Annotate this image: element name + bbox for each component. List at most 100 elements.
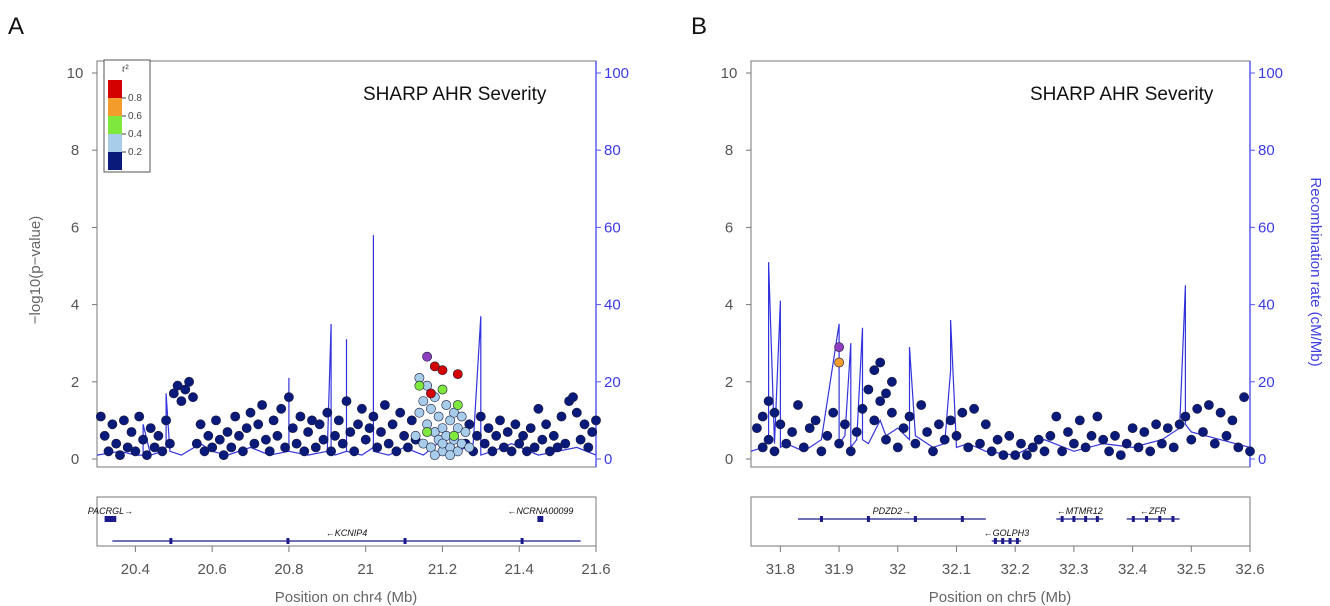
- legend-swatch-4: [108, 152, 122, 170]
- data-point: [575, 434, 586, 445]
- data-point: [928, 446, 938, 457]
- data-point: [226, 442, 237, 453]
- data-point: [498, 442, 509, 453]
- data-point: [425, 388, 436, 399]
- right-tick-label: 20: [604, 374, 621, 391]
- data-point: [141, 450, 152, 460]
- data-point: [322, 407, 333, 418]
- data-point: [869, 365, 880, 376]
- data-point: [1139, 427, 1150, 437]
- gene-exon: [107, 516, 111, 522]
- data-point: [241, 423, 252, 433]
- panel-a: A −log10(p−value) 0246810020406080100PAC…: [8, 13, 629, 606]
- data-point: [887, 407, 897, 418]
- data-point: [1215, 407, 1226, 418]
- data-point: [410, 430, 421, 441]
- data-point: [583, 442, 594, 453]
- data-point: [445, 415, 455, 426]
- data-point: [963, 442, 974, 453]
- x-tick-label: 32: [889, 561, 906, 578]
- data-point: [898, 423, 909, 433]
- data-point: [353, 419, 363, 430]
- data-point: [157, 446, 168, 457]
- y-tick-label: 10: [721, 65, 738, 82]
- data-point: [1022, 450, 1032, 460]
- data-point: [487, 446, 498, 457]
- data-point: [207, 442, 218, 453]
- panel-b: B 0246810020406080100PDZD2→←GOLPH3←MTMR1…: [691, 13, 1324, 606]
- panel-a-x-axis-label: Position on chr4 (Mb): [275, 589, 418, 606]
- data-point: [425, 403, 436, 414]
- data-point: [103, 446, 114, 457]
- data-point: [99, 430, 110, 441]
- data-point: [1004, 430, 1015, 441]
- data-point: [172, 380, 183, 391]
- data-point: [910, 438, 921, 449]
- legend-label-3: 0.2: [128, 147, 142, 158]
- data-point: [939, 434, 950, 445]
- gene-exon: [1171, 516, 1175, 522]
- data-point: [522, 446, 532, 457]
- data-point: [875, 396, 886, 406]
- data-point: [857, 403, 868, 414]
- data-point: [330, 430, 340, 441]
- data-point: [810, 415, 821, 426]
- right-tick-label: 80: [604, 142, 621, 159]
- plot-frame: [750, 60, 1251, 468]
- data-point: [130, 446, 141, 457]
- x-tick-label: 20.8: [274, 561, 303, 578]
- data-point: [1209, 438, 1220, 449]
- data-point: [1174, 419, 1185, 430]
- data-point: [280, 442, 290, 453]
- data-point: [840, 419, 850, 430]
- gene-exon: [1145, 516, 1149, 522]
- data-point: [134, 411, 145, 422]
- x-tick-label: 21.2: [428, 561, 457, 578]
- data-point: [1198, 427, 1208, 437]
- panel-a-title: SHARP AHR Severity: [363, 84, 547, 105]
- data-point: [514, 438, 525, 449]
- data-point: [475, 411, 486, 422]
- data-point: [164, 438, 175, 449]
- data-point: [399, 430, 409, 441]
- data-point: [1233, 442, 1244, 453]
- data-point: [395, 407, 406, 418]
- data-point: [372, 442, 383, 453]
- data-point: [1227, 415, 1238, 426]
- data-point: [237, 446, 248, 457]
- data-point: [1086, 430, 1097, 441]
- data-point: [1239, 392, 1249, 403]
- gene-exon: [993, 538, 997, 544]
- gene-exon: [540, 516, 544, 522]
- data-point: [1110, 430, 1120, 441]
- data-point: [203, 430, 214, 441]
- legend-swatch-2: [108, 116, 122, 134]
- gene-exon: [1015, 538, 1019, 544]
- data-point: [757, 442, 768, 453]
- data-point: [992, 434, 1003, 445]
- gene-label: ←NCRNA00099: [507, 506, 573, 516]
- data-point: [579, 419, 590, 430]
- data-point: [376, 427, 386, 437]
- legend-swatch-0: [108, 80, 122, 98]
- legend-swatch-1: [108, 98, 122, 116]
- data-point: [591, 415, 601, 426]
- y-tick-label: 4: [725, 297, 733, 314]
- data-point: [176, 396, 187, 406]
- gene-exon: [520, 538, 524, 544]
- data-point: [272, 430, 283, 441]
- data-point: [464, 442, 475, 453]
- data-point: [1127, 423, 1138, 433]
- data-point: [433, 411, 444, 422]
- data-point: [495, 415, 505, 426]
- data-point: [863, 384, 874, 395]
- data-point: [214, 434, 225, 445]
- data-point: [998, 450, 1009, 460]
- right-tick-label: 60: [604, 219, 621, 236]
- data-point: [787, 427, 797, 437]
- data-point: [211, 415, 221, 426]
- data-point: [318, 434, 329, 445]
- data-point: [191, 438, 202, 449]
- x-tick-label: 31.9: [824, 561, 853, 578]
- legend-title: r²: [122, 64, 129, 75]
